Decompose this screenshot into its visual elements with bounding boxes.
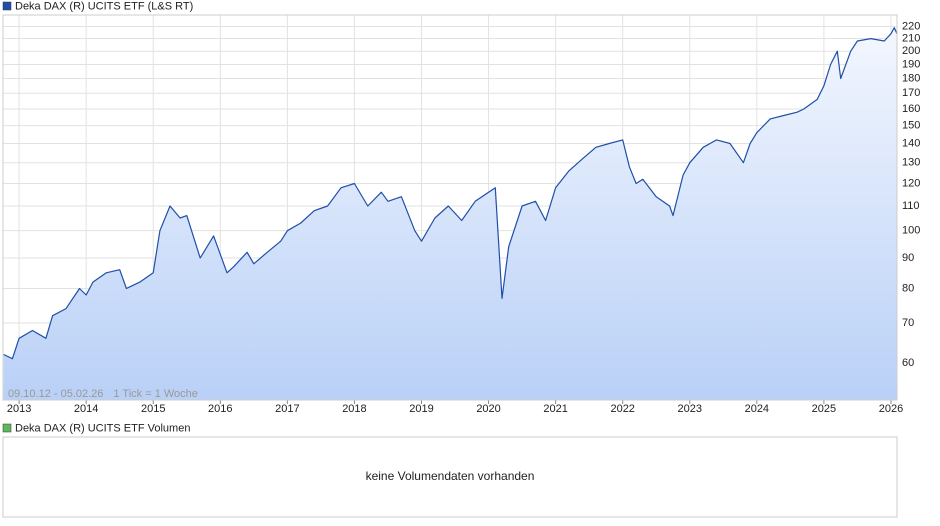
- legend-swatch: [2, 1, 12, 11]
- y-tick-label: 120: [902, 177, 920, 189]
- y-tick-label: 200: [902, 45, 920, 57]
- no-data-message: keine Volumendaten vorhanden: [366, 469, 535, 483]
- y-tick-label: 140: [902, 137, 920, 149]
- x-tick-label: 2013: [7, 403, 31, 415]
- y-tick-label: 220: [902, 20, 920, 32]
- x-tick-label: 2018: [342, 403, 366, 415]
- legend-swatch: [2, 423, 12, 433]
- y-tick-label: 160: [902, 103, 920, 115]
- y-tick-label: 130: [902, 157, 920, 169]
- legend-label: Deka DAX (R) UCITS ETF (L&S RT): [15, 0, 193, 12]
- x-tick-label: 2019: [409, 403, 433, 415]
- volume-frame: [2, 436, 898, 518]
- x-tick-label: 2022: [610, 403, 634, 415]
- y-tick-label: 80: [902, 282, 914, 294]
- plot-frame: [2, 14, 898, 401]
- y-tick-label: 60: [902, 357, 914, 369]
- x-tick-label: 2014: [74, 403, 98, 415]
- y-tick-label: 190: [902, 58, 920, 70]
- caption: 1 Tick = 1 Woche: [113, 388, 197, 400]
- y-tick-label: 180: [902, 72, 920, 84]
- y-tick-label: 90: [902, 252, 914, 264]
- area: [3, 27, 898, 400]
- x-tick-label: 2015: [141, 403, 165, 415]
- y-tick-label: 170: [902, 87, 920, 99]
- x-tick-label: 2023: [678, 403, 702, 415]
- x-tick-label: 2017: [275, 403, 299, 415]
- caption: 09.10.12 - 05.02.26: [8, 388, 103, 400]
- x-tick-label: 2026: [879, 403, 903, 415]
- y-tick-label: 70: [902, 317, 914, 329]
- y-tick-label: 150: [902, 120, 920, 132]
- x-tick-label: 2024: [745, 403, 769, 415]
- price-line: [3, 27, 898, 360]
- y-tick-label: 210: [902, 32, 920, 44]
- legend-label: Deka DAX (R) UCITS ETF Volumen: [15, 422, 190, 434]
- x-tick-label: 2025: [812, 403, 836, 415]
- y-tick-label: 100: [902, 225, 920, 237]
- x-tick-label: 2021: [543, 403, 567, 415]
- x-tick-label: 2016: [208, 403, 232, 415]
- y-tick-label: 110: [902, 200, 920, 212]
- x-tick-label: 2020: [476, 403, 500, 415]
